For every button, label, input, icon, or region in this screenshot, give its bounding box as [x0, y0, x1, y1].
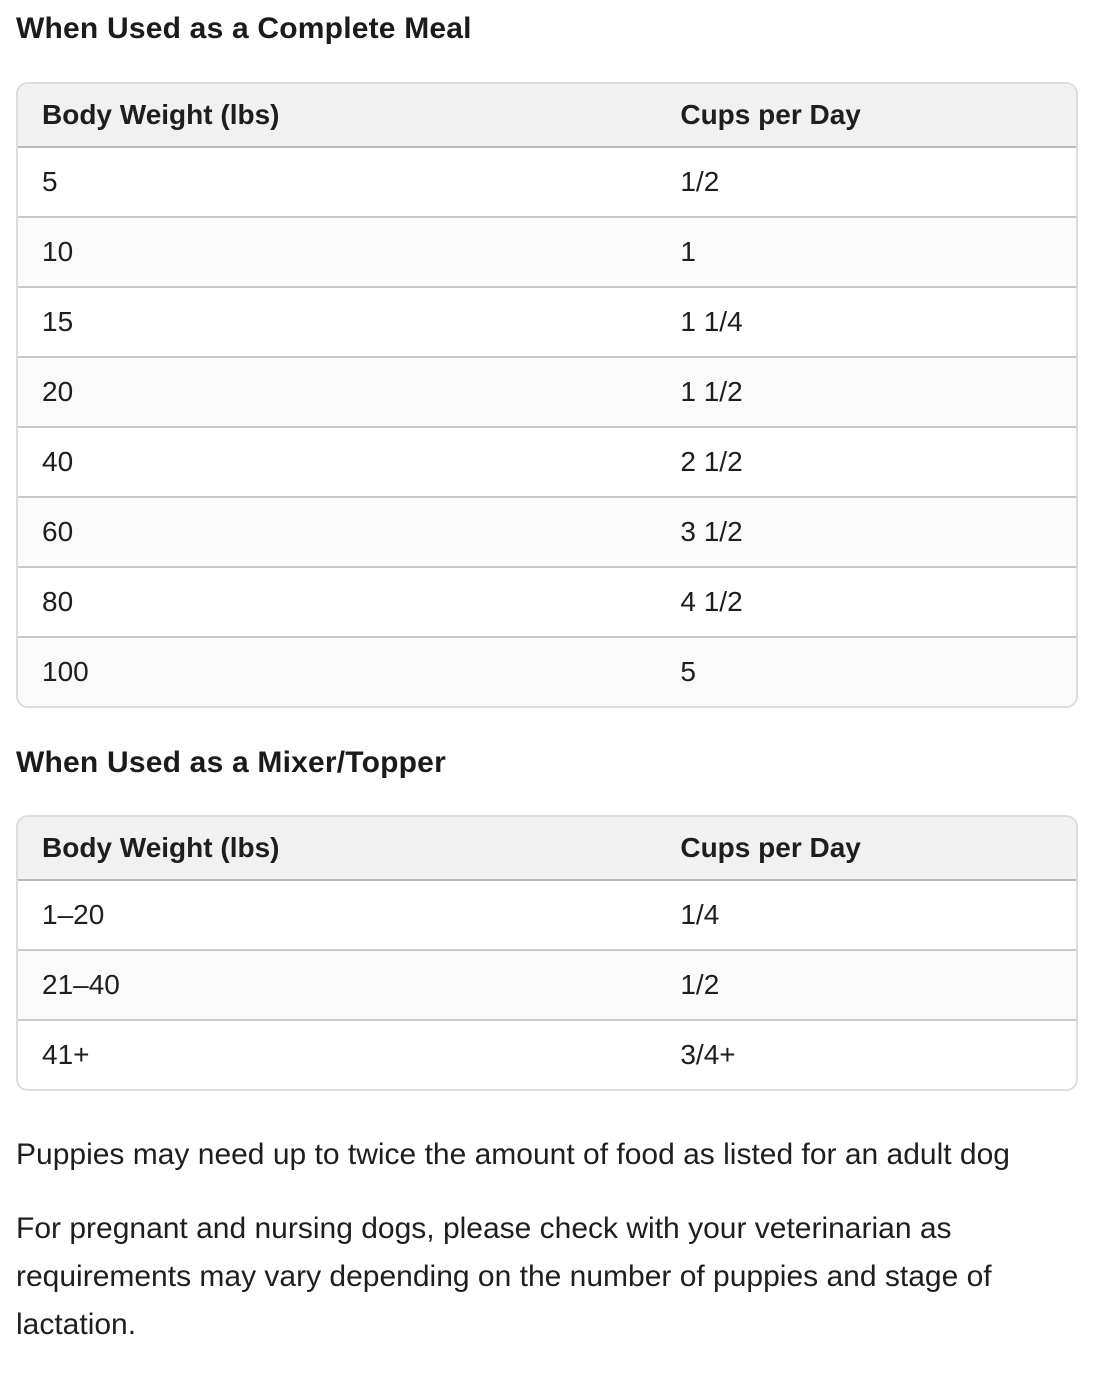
section-heading-mixer-topper: When Used as a Mixer/Topper — [16, 745, 446, 779]
column-header-cups-per-day: Cups per Day — [656, 83, 1076, 148]
table-header-row: Body Weight (lbs) Cups per Day — [18, 83, 1076, 148]
table-row: 60 3 1/2 — [18, 496, 1076, 568]
table-row: 41+ 3/4+ — [18, 1020, 1076, 1089]
table-cell: 4 1/2 — [656, 566, 1076, 638]
table-row: 100 5 — [18, 636, 1076, 706]
table-cell: 15 — [18, 286, 657, 358]
note-puppies: Puppies may need up to twice the amount … — [16, 1138, 1010, 1171]
table-cell: 1/2 — [656, 146, 1076, 218]
feeding-table: Body Weight (lbs) Cups per Day 5 1/2 10 1 15… — [18, 83, 1076, 706]
column-header-body-weight: Body Weight (lbs) — [18, 817, 657, 881]
table-cell: 1 1/4 — [656, 286, 1076, 358]
section-mixer-topper: When Used as a Mixer/Topper Body Weight … — [16, 745, 1078, 1091]
table-cell: 1–20 — [18, 880, 657, 951]
section-complete-meal: When Used as a Complete Meal Body Weight… — [16, 12, 1078, 708]
table-row: 1–20 1/4 — [18, 880, 1076, 951]
table-cell: 10 — [18, 216, 657, 288]
table-cell: 5 — [656, 636, 1076, 706]
table-cell: 100 — [18, 636, 657, 706]
table-row: 20 1 1/2 — [18, 356, 1076, 428]
table-cell: 1/2 — [656, 950, 1076, 1021]
table-row: 21–40 1/2 — [18, 950, 1076, 1021]
table-cell: 3 1/2 — [656, 496, 1076, 568]
table-header-row: Body Weight (lbs) Cups per Day — [18, 817, 1076, 881]
feeding-table: Body Weight (lbs) Cups per Day 1–20 1/4 21… — [18, 817, 1076, 1089]
note-pregnant-nursing: For pregnant and nursing dogs, please ch… — [16, 1212, 992, 1341]
table-cell: 41+ — [18, 1020, 657, 1089]
table-cell: 40 — [18, 426, 657, 498]
feeding-table-mixer-topper: Body Weight (lbs) Cups per Day 1–20 1/4 21… — [16, 815, 1078, 1091]
column-header-cups-per-day: Cups per Day — [656, 817, 1076, 881]
table-cell: 21–40 — [18, 950, 657, 1021]
feeding-guide-page: When Used as a Complete Meal Body Weight… — [16, 12, 1078, 1341]
table-cell: 1 — [656, 216, 1076, 288]
table-cell: 60 — [18, 496, 657, 568]
table-cell: 2 1/2 — [656, 426, 1076, 498]
table-row: 40 2 1/2 — [18, 426, 1076, 498]
section-heading-complete-meal: When Used as a Complete Meal — [16, 12, 472, 45]
table-cell: 5 — [18, 146, 657, 218]
column-header-body-weight: Body Weight (lbs) — [18, 83, 657, 148]
table-row: 80 4 1/2 — [18, 566, 1076, 638]
table-cell: 80 — [18, 566, 657, 638]
feeding-table-complete-meal: Body Weight (lbs) Cups per Day 5 1/2 10 1 15… — [16, 81, 1078, 708]
table-cell: 1/4 — [656, 880, 1076, 951]
table-cell: 1 1/2 — [656, 356, 1076, 428]
table-row: 10 1 — [18, 216, 1076, 288]
table-cell: 3/4+ — [656, 1020, 1076, 1089]
table-row: 5 1/2 — [18, 146, 1076, 218]
table-cell: 20 — [18, 356, 657, 428]
table-row: 15 1 1/4 — [18, 286, 1076, 358]
